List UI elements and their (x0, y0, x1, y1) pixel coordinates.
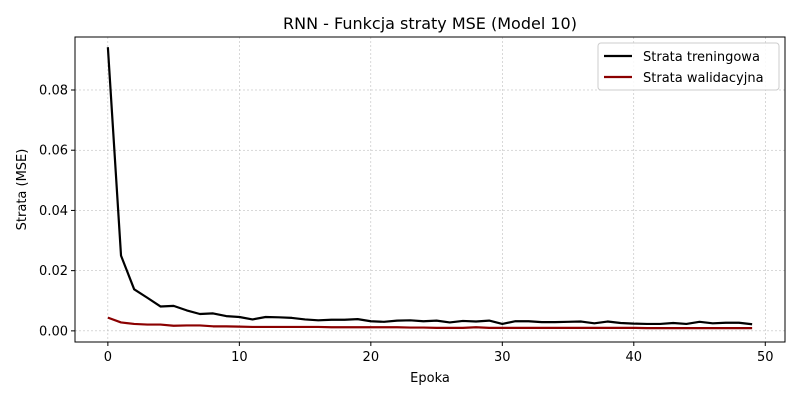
x-tick-label: 10 (231, 350, 248, 365)
series-layer (106, 47, 753, 330)
series-line-training (106, 47, 753, 326)
plot-frame (74, 36, 786, 343)
y-axis-label: Strata (MSE) (15, 149, 30, 231)
x-tick-label: 20 (363, 350, 380, 365)
x-axis-label: Epoka (410, 371, 450, 386)
legend-label-training: Strata treningowa (643, 50, 760, 65)
x-tick-label: 0 (104, 350, 112, 365)
legend-box (597, 42, 780, 91)
legend-label-validation: Strata walidacyjna (643, 71, 764, 86)
y-tick-label: 0.02 (39, 264, 68, 279)
x-tick-label: 30 (494, 350, 511, 365)
series-line-validation (107, 316, 753, 330)
x-tick-label: 50 (757, 350, 774, 365)
legend: Strata treningowa Strata walidacyjna (597, 42, 780, 91)
ticks: 0 10 20 30 40 50 0.00 0.02 0.04 0.06 0.08 (39, 83, 774, 365)
y-tick-label: 0.08 (39, 83, 68, 98)
grid (75, 37, 785, 342)
x-tick-label: 40 (626, 350, 643, 365)
y-tick-label: 0.06 (39, 144, 68, 159)
y-tick-label: 0.04 (39, 204, 68, 219)
y-tick-label: 0.00 (39, 324, 68, 339)
chart-title: RNN - Funkcja straty MSE (Model 10) (283, 14, 577, 33)
